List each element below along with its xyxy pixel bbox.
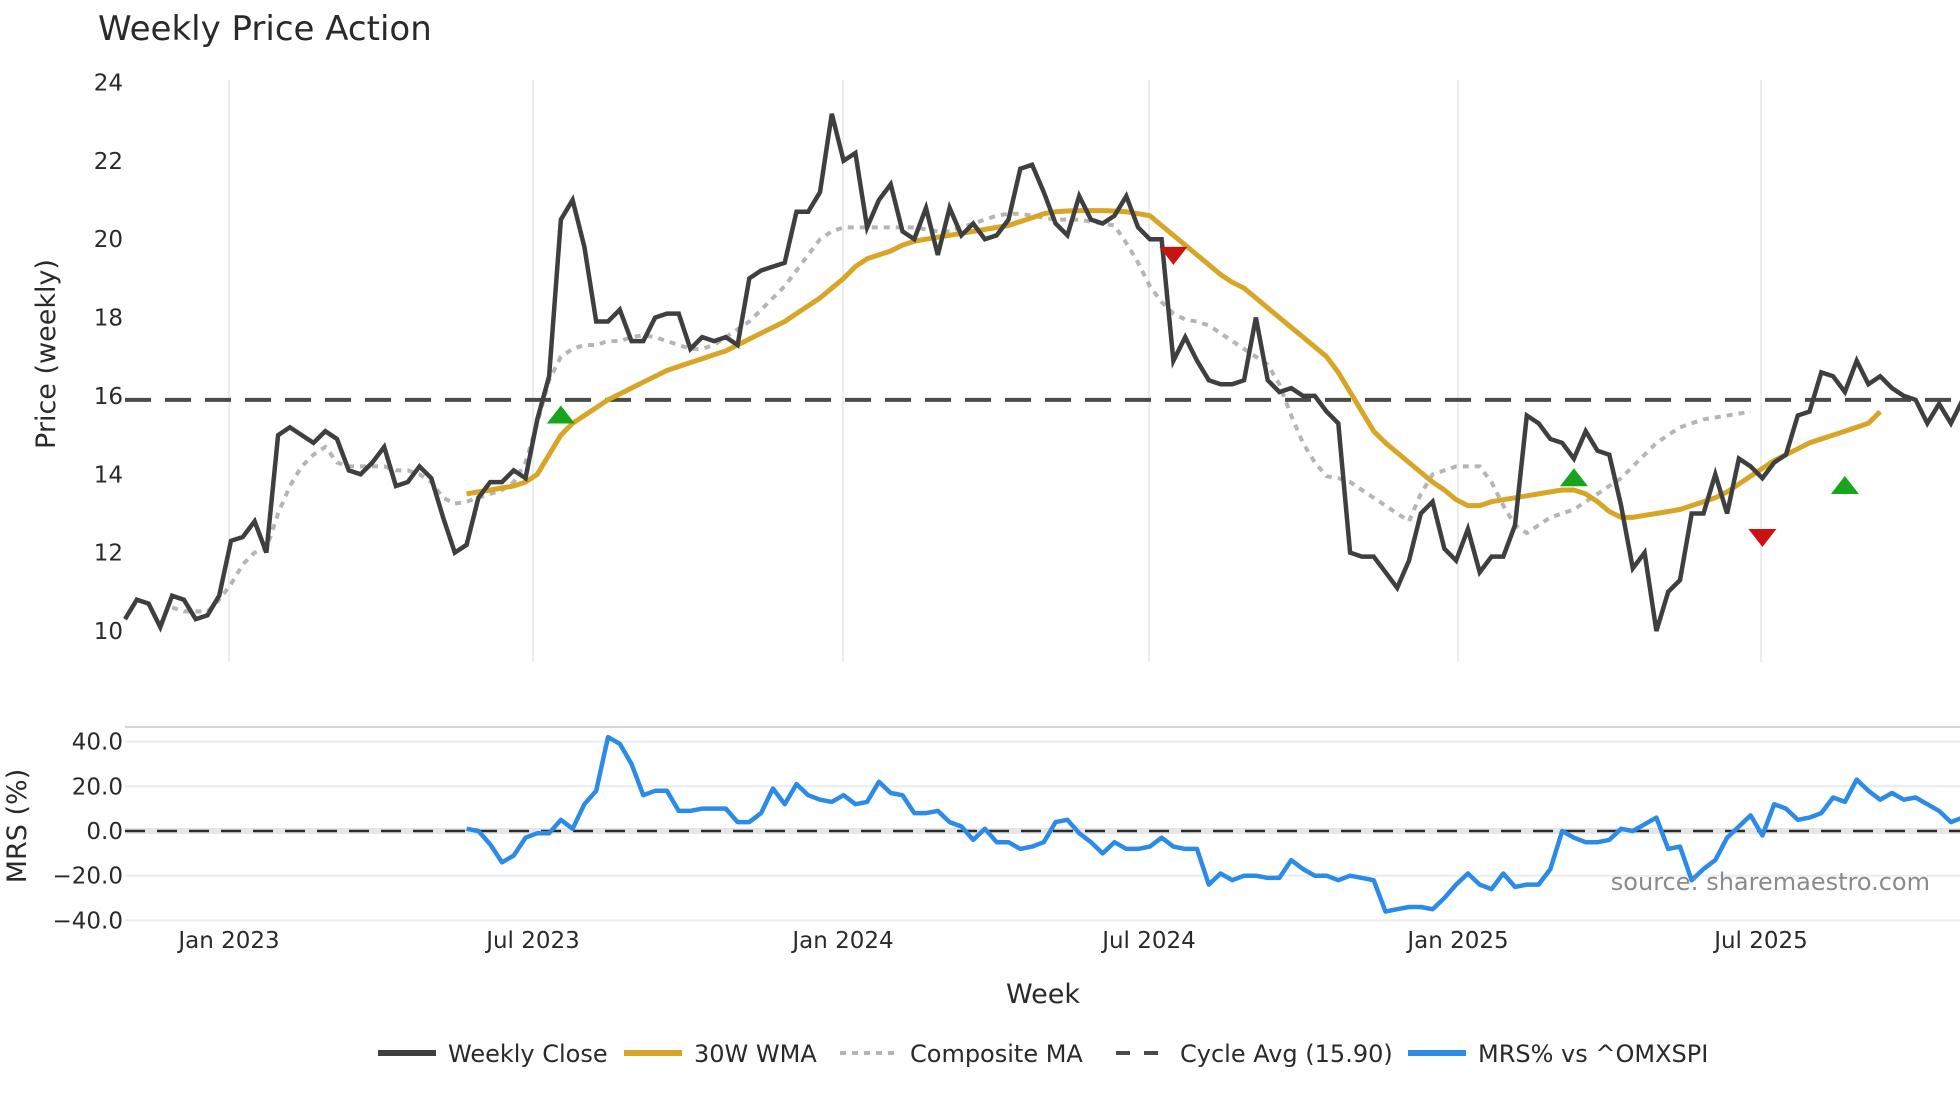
legend: Weekly Close 30W WMA Composite MA Cycle Avg… xyxy=(378,1040,1708,1068)
mrs-y-tick: 40.0 xyxy=(72,730,123,756)
mrs-y-tick: −40.0 xyxy=(53,908,123,934)
price-y-tick: 10 xyxy=(94,619,123,645)
mrs-y-tick: 0.0 xyxy=(86,819,123,845)
price-gridlines xyxy=(228,80,1762,662)
x-tick-label: Jul 2024 xyxy=(1100,928,1196,954)
composite-ma-line xyxy=(171,211,1751,614)
legend-label: 30W WMA xyxy=(694,1040,817,1068)
buy-signal-up-triangle-icon xyxy=(1830,476,1859,495)
x-axis-label: Week xyxy=(1006,979,1080,1010)
wma30-line xyxy=(466,208,1882,520)
buy-signal-up-triangle-icon xyxy=(1559,468,1588,487)
legend-item-mrs[interactable]: MRS% vs ^OMXSPI xyxy=(1408,1040,1708,1068)
mrs-y-tick: 20.0 xyxy=(72,774,123,800)
price-y-tick: 24 xyxy=(94,70,123,96)
mrs-y-tick: −20.0 xyxy=(53,864,123,890)
x-tick-label: Jan 2023 xyxy=(176,928,279,954)
legend-label: Cycle Avg (15.90) xyxy=(1180,1040,1393,1068)
legend-item-composite_ma[interactable]: Composite MA xyxy=(840,1040,1083,1068)
mrs-line xyxy=(466,734,1960,914)
legend-item-weekly_close[interactable]: Weekly Close xyxy=(378,1040,608,1068)
source-note: source: sharemaestro.com xyxy=(1611,868,1930,896)
sell-signal-down-triangle-icon xyxy=(1748,528,1777,547)
x-tick-label: Jan 2025 xyxy=(1405,928,1508,954)
legend-label: Weekly Close xyxy=(448,1040,608,1068)
x-tick-label: Jul 2025 xyxy=(1712,928,1808,954)
price-y-tick: 22 xyxy=(94,149,123,175)
price-y-tick: 16 xyxy=(94,384,123,410)
price-panel: 10 12 14 16 18 20 22 24 Price (weekly) xyxy=(31,70,1960,662)
x-tick-label: Jul 2023 xyxy=(484,928,580,954)
mrs-panel: 40.0 20.0 0.0 −20.0 −40.0 MRS (%) source: sh… xyxy=(2,726,1960,935)
chart-title: Weekly Price Action xyxy=(98,9,432,49)
price-y-tick: 18 xyxy=(94,306,123,332)
legend-item-cycle_avg[interactable]: Cycle Avg (15.90) xyxy=(1116,1040,1393,1068)
signal-markers xyxy=(546,246,1859,547)
legend-label: MRS% vs ^OMXSPI xyxy=(1478,1040,1708,1068)
legend-item-wma30[interactable]: 30W WMA xyxy=(624,1040,817,1068)
price-y-axis-ticks: 10 12 14 16 18 20 22 24 xyxy=(94,70,123,645)
x-axis-ticks: Jan 2023 Jul 2023 Jan 2024 Jul 2024 Jan 2025… xyxy=(176,928,1807,954)
weekly-close-line xyxy=(123,113,1960,633)
price-y-tick: 14 xyxy=(94,462,123,488)
price-y-axis-label: Price (weekly) xyxy=(31,259,62,449)
x-tick-label: Jan 2024 xyxy=(790,928,893,954)
legend-label: Composite MA xyxy=(910,1040,1083,1068)
buy-signal-up-triangle-icon xyxy=(546,405,575,424)
sell-signal-down-triangle-icon xyxy=(1159,246,1188,265)
mrs-y-axis-label: MRS (%) xyxy=(2,769,33,884)
price-y-tick: 20 xyxy=(94,227,123,253)
mrs-y-axis-ticks: 40.0 20.0 0.0 −20.0 −40.0 xyxy=(53,730,123,935)
price-y-tick: 12 xyxy=(94,541,123,567)
